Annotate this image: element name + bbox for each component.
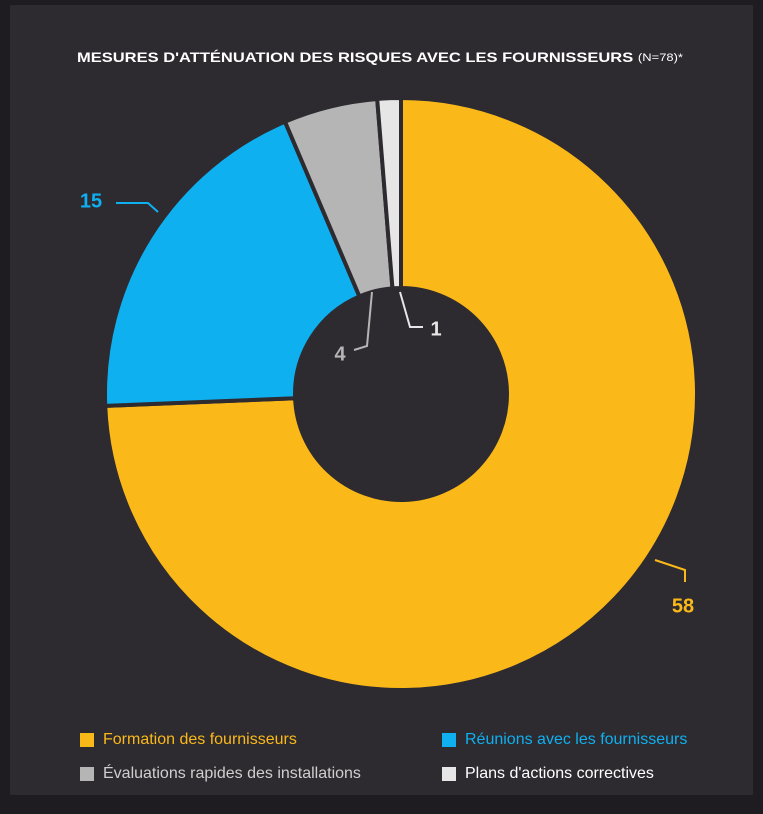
legend-swatch [80, 767, 94, 781]
legend-swatch [80, 733, 94, 747]
leader-line [399, 291, 423, 328]
data-label: 15 [80, 190, 102, 212]
legend-label: Plans d'actions correctives [465, 765, 654, 782]
slice [103, 96, 699, 692]
data-label: 1 [430, 318, 441, 340]
chart-title-line: MESURES D'ATTÉNUATION DES RISQUES AVEC L… [77, 49, 684, 65]
leader-line [353, 291, 373, 351]
data-label: 58 [672, 595, 694, 617]
data-label: 4 [334, 343, 346, 365]
legend-swatch [442, 733, 456, 747]
leader-line [116, 202, 159, 213]
legend-swatch [442, 767, 456, 781]
chart-title: MESURES D'ATTÉNUATION DES RISQUES AVEC L… [77, 49, 633, 65]
slice [375, 96, 403, 291]
legend-label: Formation des fournisseurs [103, 731, 297, 748]
legend-label: Réunions avec les fournisseurs [465, 731, 687, 748]
slice [103, 119, 362, 408]
chart-note: (N=78)* [638, 52, 684, 64]
legend-label: Évaluations rapides des installations [103, 763, 361, 782]
leader-line [654, 559, 686, 582]
